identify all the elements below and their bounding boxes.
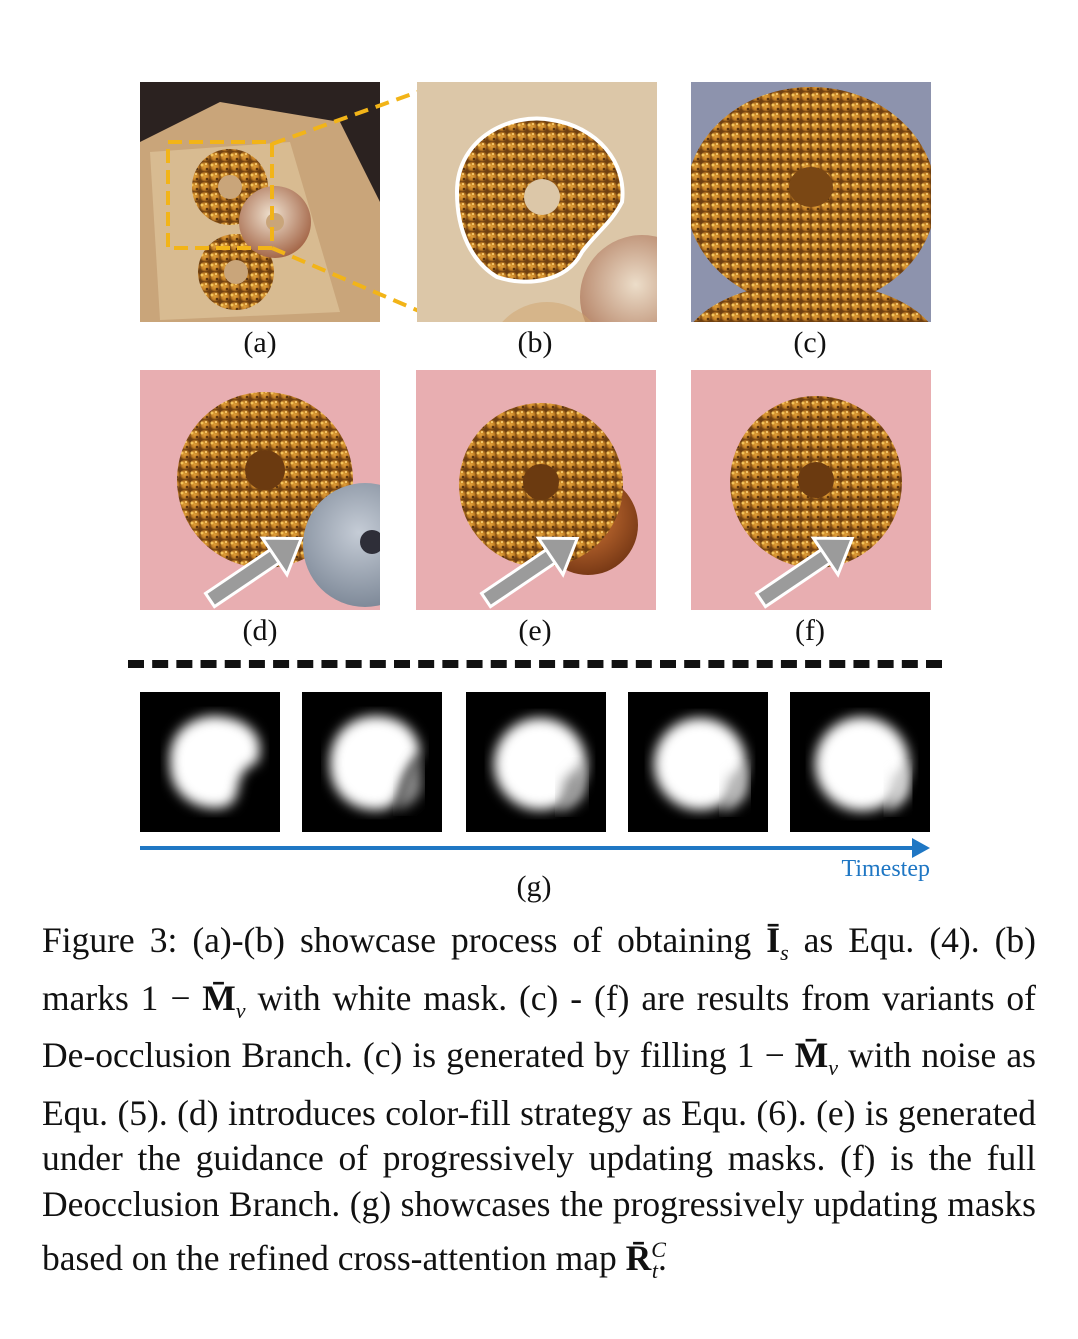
panel-f-image bbox=[691, 370, 931, 610]
superscript-C: C bbox=[651, 1237, 666, 1263]
symbol-M-bar-2: M̄ bbox=[794, 1035, 829, 1076]
dashed-separator bbox=[128, 660, 942, 668]
symbol-I-bar: Ī bbox=[766, 920, 781, 960]
caption-text-2: as Equ. (4). (b) marks 1 − bbox=[42, 920, 1036, 1018]
zoom-connector-lines bbox=[271, 82, 441, 322]
timestep-arrow-head bbox=[912, 838, 930, 858]
mask-step-4 bbox=[628, 692, 768, 832]
label-a: (a) bbox=[243, 326, 277, 359]
label-c: (c) bbox=[793, 326, 827, 359]
mask-step-1 bbox=[140, 692, 280, 832]
label-g: (g) bbox=[516, 870, 552, 903]
timestep-label: Timestep bbox=[841, 856, 930, 882]
label-b: (b) bbox=[517, 326, 553, 359]
label-d: (d) bbox=[242, 614, 278, 647]
subscript-v-1: v bbox=[235, 997, 246, 1023]
caption-text-4: with noise as Equ. (5). (d) introduces c… bbox=[42, 1035, 1036, 1279]
panel-b-image bbox=[417, 82, 657, 322]
mask-step-3 bbox=[466, 692, 606, 832]
symbol-M-bar-1: M̄ bbox=[202, 977, 236, 1018]
caption-text-1: Figure 3: (a)-(b) showcase process of ob… bbox=[42, 920, 767, 960]
timestep-arrow-line bbox=[140, 846, 916, 850]
label-e: (e) bbox=[518, 614, 552, 647]
panel-d-image bbox=[140, 370, 380, 610]
subscript-s: s bbox=[780, 940, 789, 966]
subscript-t: t bbox=[651, 1258, 659, 1284]
mask-step-2 bbox=[302, 692, 442, 832]
figure-caption: Figure 3: (a)-(b) showcase process of ob… bbox=[42, 918, 1036, 1294]
symbol-R-bar: R̄ bbox=[625, 1238, 652, 1279]
caption-text-3: with white mask. (c) - (f) are results f… bbox=[42, 977, 1036, 1076]
label-f: (f) bbox=[795, 614, 825, 647]
caption-text-5: . bbox=[658, 1238, 667, 1279]
subscript-v-2: v bbox=[828, 1055, 839, 1081]
mask-step-5 bbox=[790, 692, 930, 832]
panel-e-image bbox=[416, 370, 656, 610]
panel-c-image bbox=[691, 82, 931, 322]
